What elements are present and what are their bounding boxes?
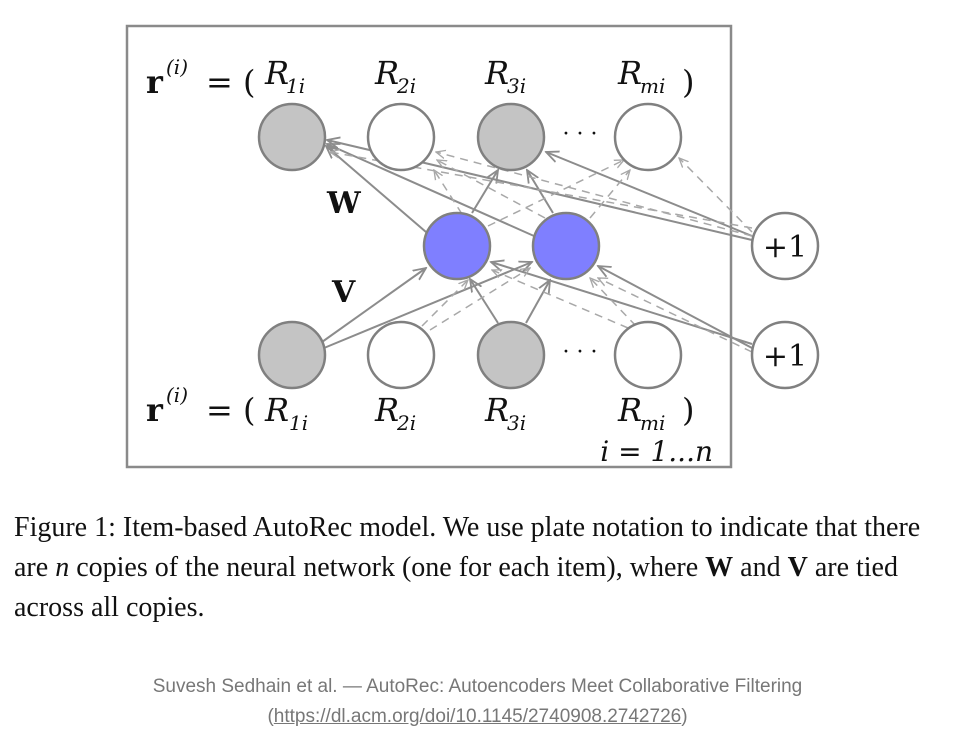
svg-text:1i: 1i bbox=[289, 411, 308, 435]
doi-link[interactable]: https://dl.acm.org/doi/10.1145/2740908.2… bbox=[273, 706, 682, 727]
svg-text:2i: 2i bbox=[396, 411, 416, 435]
svg-text:(i): (i) bbox=[166, 55, 188, 79]
edge-h2-o1 bbox=[327, 143, 535, 237]
svg-text:R: R bbox=[264, 54, 289, 92]
bias-node-bottom bbox=[750, 320, 820, 390]
image-credit: Suvesh Sedhain et al. — AutoRec: Autoenc… bbox=[0, 672, 955, 732]
bias-label-bottom: +1 bbox=[763, 339, 807, 374]
edge-r3-h1 bbox=[470, 279, 499, 324]
svg-text:= (: = ( bbox=[206, 391, 255, 429]
bias-node-top bbox=[750, 211, 820, 281]
output-node-3 bbox=[476, 102, 546, 172]
svg-text:r: r bbox=[146, 391, 164, 429]
output-node-m bbox=[613, 102, 683, 172]
input-node-m bbox=[613, 320, 683, 390]
svg-text:3i: 3i bbox=[507, 74, 526, 98]
input-node-1 bbox=[257, 320, 327, 390]
weight-label-v: V bbox=[331, 275, 356, 310]
credit-text: Suvesh Sedhain et al. — AutoRec: Autoenc… bbox=[152, 676, 803, 697]
hidden-layer bbox=[422, 211, 601, 281]
edge-h1-o1 bbox=[326, 146, 427, 233]
plate-label: i = 1...n bbox=[600, 435, 713, 468]
hidden-node-2 bbox=[531, 211, 601, 281]
svg-text:3i: 3i bbox=[507, 411, 526, 435]
svg-text:R: R bbox=[264, 391, 289, 429]
bias-nodes bbox=[750, 211, 820, 390]
ellipsis-top: · · · bbox=[563, 122, 598, 147]
output-vector-label: r (i) = ( R 1i R 2i R 3i R mi ) bbox=[146, 54, 694, 101]
hidden-node-1 bbox=[422, 211, 492, 281]
svg-text:R: R bbox=[617, 54, 642, 92]
svg-text:R: R bbox=[374, 391, 399, 429]
svg-text:R: R bbox=[617, 391, 642, 429]
autorec-diagram: +1 +1 · · · · · · W V r (i) = ( R 1i R 2… bbox=[125, 24, 820, 469]
edge-h1-o3 bbox=[471, 170, 498, 214]
output-layer bbox=[257, 102, 683, 172]
svg-text:R: R bbox=[484, 54, 509, 92]
ellipsis-bottom: · · · bbox=[563, 340, 598, 365]
svg-text:2i: 2i bbox=[396, 74, 416, 98]
edge-r1-h1 bbox=[321, 268, 426, 343]
edge-r3-h2 bbox=[525, 280, 550, 324]
svg-text:mi: mi bbox=[640, 74, 665, 98]
plate-box bbox=[125, 24, 733, 469]
output-node-2 bbox=[366, 102, 436, 172]
weight-label-w: W bbox=[326, 186, 362, 221]
credit-link-line: (https://dl.acm.org/doi/10.1145/2740908.… bbox=[267, 706, 688, 727]
svg-text:R: R bbox=[374, 54, 399, 92]
svg-text:R: R bbox=[484, 391, 509, 429]
svg-text:(i): (i) bbox=[166, 383, 188, 407]
svg-text:= (: = ( bbox=[206, 63, 255, 101]
figure-caption: Figure 1: Item-based AutoRec model. We u… bbox=[14, 512, 921, 623]
input-vector-label: r (i) = ( R 1i R 2i R 3i R mi ) bbox=[146, 383, 694, 435]
input-layer bbox=[257, 320, 683, 390]
edge-bias2-h2 bbox=[598, 266, 753, 349]
input-node-2 bbox=[366, 320, 436, 390]
svg-text:): ) bbox=[682, 63, 694, 101]
svg-text:1i: 1i bbox=[286, 74, 305, 98]
svg-text:mi: mi bbox=[640, 411, 665, 435]
svg-text:): ) bbox=[682, 391, 694, 429]
input-node-3 bbox=[476, 320, 546, 390]
output-node-1 bbox=[257, 102, 327, 172]
bias-label-top: +1 bbox=[763, 230, 807, 265]
svg-text:r: r bbox=[146, 63, 164, 101]
